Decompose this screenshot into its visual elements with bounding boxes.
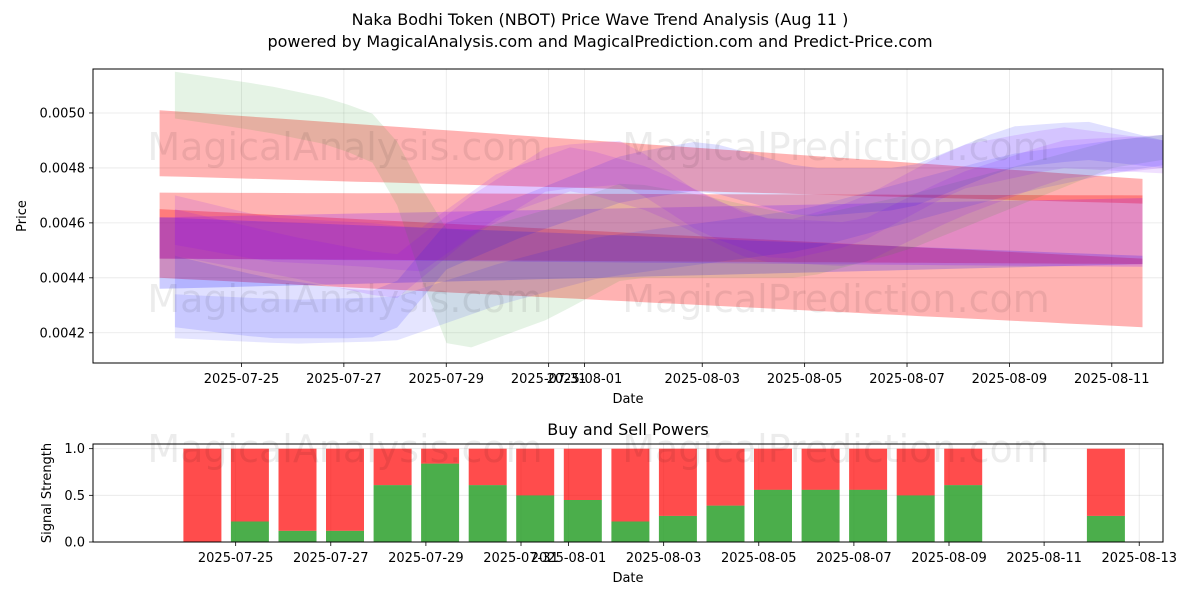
- buy-bar: [373, 485, 412, 542]
- signal-ytick-label: 0.0: [64, 536, 85, 551]
- price-ytick-label: 0.0048: [40, 161, 86, 176]
- sell-bar: [373, 448, 412, 486]
- signal-xtick-label: 2025-07-27: [293, 551, 369, 566]
- signal-y-ticks: 0.0 0.5 1.0: [64, 442, 93, 551]
- price-xtick-label: 2025-08-07: [869, 372, 945, 387]
- buy-bar: [754, 489, 792, 542]
- signal-x-label: Date: [612, 571, 643, 586]
- signal-xtick-label: 2025-08-13: [1101, 551, 1177, 566]
- buy-bar: [421, 463, 460, 542]
- buy-bar: [1086, 515, 1125, 542]
- sell-bar: [801, 448, 840, 490]
- band-blue-wave-1: [174, 121, 1163, 339]
- signal-xtick-label: 2025-08-07: [816, 551, 892, 566]
- price-y-label: Price: [15, 200, 30, 232]
- sell-bar: [1086, 448, 1125, 516]
- watermark-analysis-top: MagicalAnalysis.com: [147, 125, 542, 169]
- price-xtick-label: 2025-07-29: [408, 372, 484, 387]
- price-plot-frame: [92, 68, 1164, 364]
- buy-bar: [658, 515, 697, 542]
- buy-bar: [230, 521, 269, 542]
- buy-bar: [801, 489, 840, 542]
- signal-xtick-label: 2025-08-03: [626, 551, 702, 566]
- sell-bar: [754, 448, 792, 490]
- price-bands: [159, 71, 1163, 348]
- watermark-prediction-bottom: MagicalPrediction.com: [622, 277, 1050, 321]
- sell-bar: [326, 448, 364, 531]
- buy-bar: [516, 495, 555, 542]
- sell-bar: [944, 448, 983, 486]
- band-red-lower: [159, 209, 1143, 328]
- band-red-upper: [159, 110, 1143, 204]
- sell-bar: [230, 448, 269, 522]
- signal-chart: Buy and Sell Powers MagicalAnalysis.com …: [40, 420, 1177, 586]
- buy-bar: [468, 485, 507, 542]
- signal-x-ticks: 2025-07-25 2025-07-27 2025-07-29 2025-07-31…: [198, 542, 1177, 566]
- price-xtick-label: 2025-08-03: [664, 372, 740, 387]
- band-blue-lower: [159, 217, 1143, 289]
- price-xtick-label: 2025-08-11: [1074, 372, 1150, 387]
- sell-bar: [896, 448, 935, 496]
- main-title: Naka Bodhi Token (NBOT) Price Wave Trend…: [352, 10, 849, 29]
- sell-bar: [421, 448, 460, 464]
- signal-xtick-label: 2025-08-09: [911, 551, 987, 566]
- price-ytick-label: 0.0046: [40, 216, 86, 231]
- signal-ytick-label: 1.0: [64, 442, 85, 457]
- signal-ytick-label: 0.5: [64, 489, 85, 504]
- sell-bar: [563, 448, 602, 500]
- price-xtick-label: 2025-08-09: [972, 372, 1048, 387]
- buy-bar: [563, 500, 602, 542]
- signal-xtick-label: 2025-08-01: [531, 551, 607, 566]
- band-green-wave: [174, 71, 1163, 348]
- band-blue-wave-2: [174, 134, 1163, 344]
- main-subtitle: powered by MagicalAnalysis.com and Magic…: [267, 32, 932, 51]
- signal-y-label: Signal Strength: [40, 443, 55, 543]
- price-xtick-label: 2025-07-27: [306, 372, 382, 387]
- price-xtick-label: 2025-08-05: [767, 372, 843, 387]
- band-purple-wave-1: [174, 127, 1163, 298]
- sell-bar: [849, 448, 888, 490]
- price-ytick-label: 0.0044: [40, 271, 86, 286]
- buy-bar: [944, 485, 983, 542]
- sell-bar: [611, 448, 650, 522]
- price-ytick-label: 0.0050: [40, 106, 86, 121]
- signal-title: Buy and Sell Powers: [547, 420, 709, 439]
- watermark-prediction-signal: MagicalPrediction.com: [622, 427, 1050, 471]
- sell-bar: [658, 448, 697, 516]
- price-grid: [93, 69, 1163, 363]
- sell-bar: [706, 448, 745, 506]
- buy-bar: [849, 489, 888, 542]
- signal-plot-frame: [92, 443, 1164, 543]
- sell-bar: [278, 448, 317, 531]
- signal-xtick-label: 2025-07-31: [483, 551, 559, 566]
- price-x-ticks: 2025-07-25 2025-07-27 2025-07-29 2025-07-31…: [204, 363, 1150, 387]
- watermark-analysis-signal: MagicalAnalysis.com: [147, 427, 542, 471]
- price-xtick-label: 2025-08-01: [547, 372, 623, 387]
- signal-xtick-label: 2025-07-25: [198, 551, 274, 566]
- buy-bar: [896, 495, 935, 542]
- price-ytick-label: 0.0042: [40, 326, 86, 341]
- buy-bar: [326, 530, 364, 542]
- band-purple-band: [159, 198, 1143, 267]
- signal-bars: [183, 448, 1125, 542]
- buy-bar: [278, 530, 317, 542]
- signal-xtick-label: 2025-08-05: [721, 551, 797, 566]
- buy-bar: [611, 521, 650, 542]
- price-xtick-label: 2025-07-31: [511, 372, 587, 387]
- price-chart: MagicalAnalysis.com MagicalPrediction.co…: [15, 68, 1164, 407]
- sell-bar: [516, 448, 555, 496]
- signal-xtick-label: 2025-08-11: [1006, 551, 1082, 566]
- signal-xtick-label: 2025-07-29: [388, 551, 464, 566]
- sell-bar: [183, 448, 222, 542]
- sell-bar: [468, 448, 507, 486]
- price-x-label: Date: [612, 392, 643, 407]
- buy-bar: [706, 505, 745, 542]
- band-red-middle: [159, 192, 1143, 265]
- price-xtick-label: 2025-07-25: [204, 372, 280, 387]
- watermark-analysis-bottom: MagicalAnalysis.com: [147, 277, 542, 321]
- price-y-ticks: 0.0042 0.0044 0.0046 0.0048 0.0050: [40, 106, 93, 341]
- watermark-prediction-top: MagicalPrediction.com: [622, 125, 1050, 169]
- band-purple-wave-2: [174, 134, 1163, 272]
